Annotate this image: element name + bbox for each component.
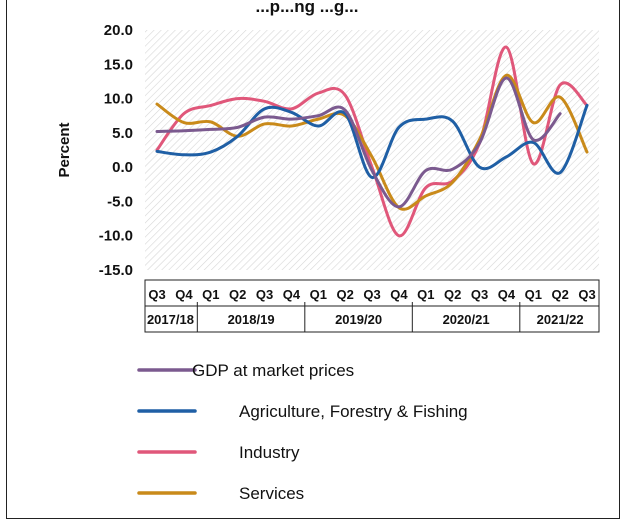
series-line-industry	[155, 45, 589, 238]
year-group-label: 2018/19	[228, 312, 275, 327]
x-tick-label: Q1	[310, 287, 327, 302]
x-tick-label: Q3	[256, 287, 273, 302]
y-tick-label: 15.0	[104, 56, 133, 73]
legend-label: Agriculture, Forestry & Fishing	[239, 402, 468, 421]
x-tick-label: Q3	[578, 287, 595, 302]
x-tick-label: Q3	[363, 287, 380, 302]
chart-frame: ...p...ng ...g... 20.0 15.0 10.0 5.0 0.0 -5.0 -…	[6, 0, 620, 519]
x-tick-label: Q2	[229, 287, 246, 302]
series-line-gdp-at-market-prices	[155, 76, 562, 209]
series-line-agriculture-forestry-fishing	[155, 103, 589, 179]
year-group-label: 2019/20	[335, 312, 382, 327]
x-tick-label: Q4	[283, 287, 301, 302]
y-tick-label: 20.0	[104, 22, 133, 39]
y-axis-label: Percent	[56, 122, 73, 177]
y-tick-label: -5.0	[107, 193, 133, 210]
y-tick-label: 5.0	[112, 125, 133, 142]
x-tick-label: Q2	[551, 287, 568, 302]
x-tick-label: Q2	[336, 287, 353, 302]
y-tick-label: -10.0	[99, 228, 133, 245]
legend-label: Services	[239, 484, 304, 503]
y-tick-label: -15.0	[99, 262, 133, 279]
x-tick-label: Q3	[148, 287, 165, 302]
year-group-label: 2020/21	[443, 312, 490, 327]
chart-svg: ...p...ng ...g... 20.0 15.0 10.0 5.0 0.0 -5.0 -…	[56, 0, 600, 503]
plot-area	[145, 30, 599, 270]
x-tick-label: Q2	[444, 287, 461, 302]
legend-label: GDP at market prices	[192, 361, 354, 380]
x-tick-label: Q4	[498, 287, 516, 302]
legend-label: Industry	[239, 443, 300, 462]
x-tick-label: Q4	[390, 287, 408, 302]
y-tick-label: 0.0	[112, 159, 133, 176]
year-group-label: 2017/18	[147, 312, 194, 327]
x-tick-label: Q1	[525, 287, 542, 302]
x-tick-label: Q1	[417, 287, 434, 302]
y-tick-label: 10.0	[104, 91, 133, 108]
x-tick-label: Q1	[202, 287, 219, 302]
series-line-services	[155, 73, 589, 211]
x-tick-label: Q3	[471, 287, 488, 302]
x-tick-label: Q4	[175, 287, 193, 302]
title-fragment: ...p...ng ...g...	[256, 0, 359, 16]
year-group-label: 2021/22	[537, 312, 584, 327]
